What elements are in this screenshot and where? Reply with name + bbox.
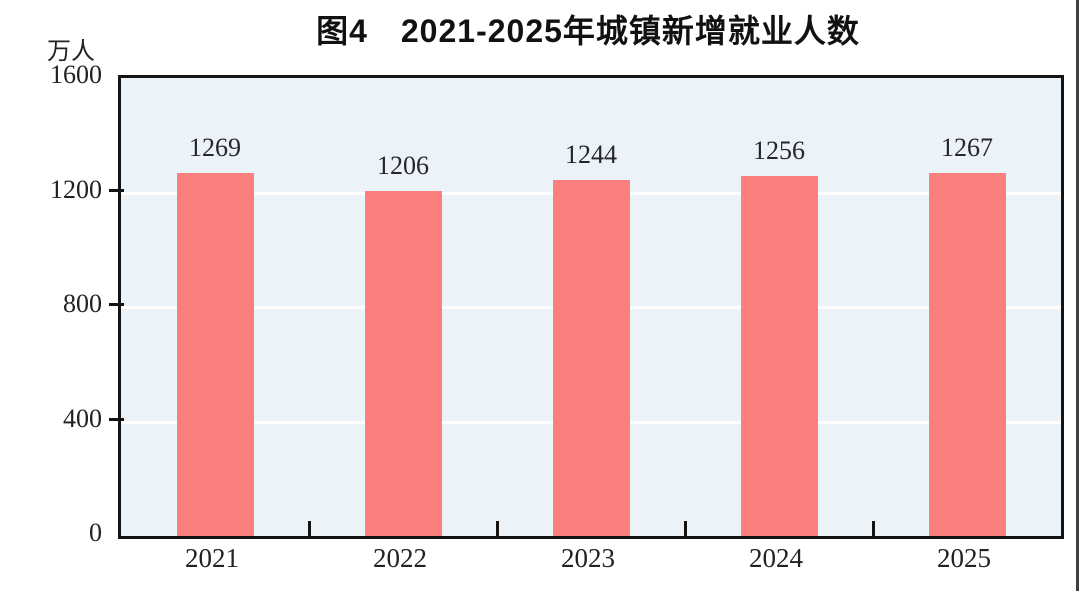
bar-2021	[176, 172, 254, 536]
y-axis-tick-label-800: 800	[63, 289, 102, 318]
page-right-border-line	[1076, 0, 1079, 591]
bar-2025	[928, 173, 1006, 536]
y-axis-tick-800	[109, 303, 124, 306]
bar-value-label-2024: 1256	[753, 136, 805, 166]
x-axis-boundary-tick-1	[307, 521, 311, 536]
bar-value-label-2023: 1244	[565, 139, 617, 169]
bar-2022	[364, 190, 442, 536]
x-axis-tick-label-2023: 2023	[561, 543, 615, 573]
bar-2024	[740, 176, 818, 536]
bar-2023	[552, 179, 630, 536]
y-axis-tick-1200	[109, 188, 124, 192]
x-axis-tick-label-2021: 2021	[185, 543, 239, 573]
y-axis-tick-label-400: 400	[63, 403, 102, 433]
x-axis-tick-label-2022: 2022	[373, 543, 427, 573]
y-axis-tick-label-1200: 1200	[50, 174, 102, 204]
x-axis-boundary-tick-2	[495, 521, 499, 536]
y-axis-tick-400	[109, 417, 124, 421]
plot-area: 1269 1206 1244 1256 1267	[118, 75, 1064, 539]
y-axis-unit-label: 万人	[47, 39, 95, 65]
x-axis-tick-label-2024: 2024	[749, 543, 803, 573]
x-axis-tick-label-2025: 2025	[937, 543, 991, 573]
bar-value-label-2022: 1206	[377, 150, 429, 180]
bar-value-label-2025: 1267	[941, 133, 993, 163]
x-axis-boundary-tick-3	[683, 521, 687, 536]
y-axis-tick-label-0: 0	[89, 518, 102, 547]
bar-value-label-2021: 1269	[189, 132, 241, 162]
chart-title: 图4 2021-2025年城镇新增就业人数	[316, 13, 860, 49]
x-axis-boundary-tick-4	[871, 521, 875, 536]
y-axis-tick-label-1600: 1600	[50, 60, 102, 89]
